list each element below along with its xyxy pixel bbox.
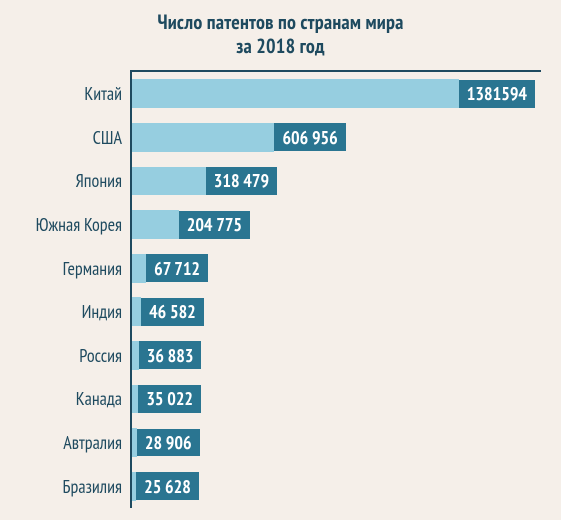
bar	[130, 123, 274, 152]
bar-row: Канада35 022	[130, 377, 541, 421]
bar	[130, 210, 179, 239]
value-badge: 36 883	[139, 341, 202, 369]
category-label: Автралия	[2, 431, 130, 454]
value-badge: 25 628	[136, 472, 199, 500]
bar-row: Германия67 712	[130, 246, 541, 290]
value-badge: 46 582	[141, 298, 204, 326]
chart-title: Число патентов по странам мира за 2018 г…	[0, 0, 561, 58]
plot-area: Китай1381594США606 956Япония318 479Южная…	[130, 70, 541, 508]
value-badge: 1381594	[459, 80, 535, 108]
value-badge: 67 712	[146, 254, 208, 282]
bar-row: Бразилия25 628	[130, 464, 541, 508]
bar-row: Южная Корея204 775	[130, 203, 541, 247]
category-label: Россия	[2, 344, 130, 367]
category-label: США	[2, 126, 130, 149]
value-badge: 204 775	[179, 211, 250, 239]
bar	[130, 254, 146, 283]
value-badge: 35 022	[138, 385, 201, 413]
category-label: Германия	[2, 257, 130, 280]
y-axis-line	[130, 70, 132, 508]
value-badge: 318 479	[206, 167, 277, 195]
bar-row: Россия36 883	[130, 334, 541, 378]
value-badge: 606 956	[274, 123, 345, 151]
bar-rows: Китай1381594США606 956Япония318 479Южная…	[130, 72, 541, 508]
value-badge: 28 906	[137, 429, 200, 457]
category-label: Канада	[2, 387, 130, 410]
patents-by-country-chart: Число патентов по странам мира за 2018 г…	[0, 0, 561, 520]
bar-row: США606 956	[130, 116, 541, 160]
bar	[130, 167, 206, 196]
category-label: Индия	[2, 300, 130, 323]
category-label: Бразилия	[2, 475, 130, 498]
bar-row: Индия46 582	[130, 290, 541, 334]
bar-row: Автралия28 906	[130, 421, 541, 465]
bar	[130, 79, 459, 108]
bar-row: Китай1381594	[130, 72, 541, 116]
category-label: Южная Корея	[2, 213, 130, 236]
category-label: Япония	[2, 169, 130, 192]
chart-title-line2: за 2018 год	[0, 34, 561, 58]
bar-row: Япония318 479	[130, 159, 541, 203]
chart-title-line1: Число патентов по странам мира	[0, 10, 561, 34]
category-label: Китай	[2, 82, 130, 105]
